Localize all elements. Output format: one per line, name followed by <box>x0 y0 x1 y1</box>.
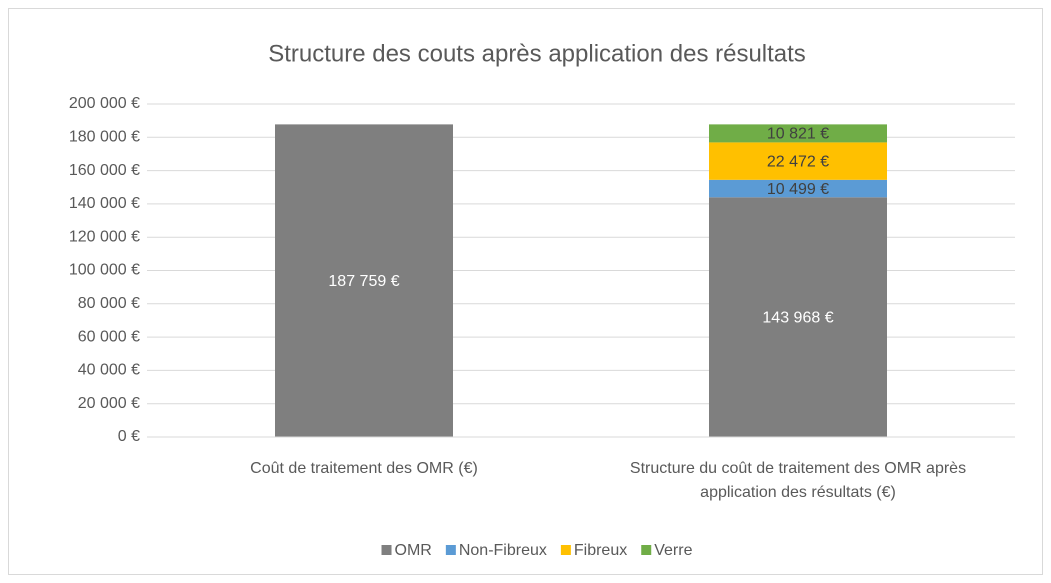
bar-segment <box>709 142 887 180</box>
x-tick-label: Coût de traitement des OMR (€) <box>250 460 478 477</box>
legend-swatch <box>381 545 392 555</box>
data-label: 22 472 € <box>767 153 829 170</box>
data-label: 10 499 € <box>767 181 829 198</box>
bar-segment <box>709 124 887 143</box>
y-tick-label: 60 000 € <box>78 328 140 345</box>
legend: OMR Non-Fibreux Fibreux Verre <box>381 542 693 559</box>
y-tick-label: 40 000 € <box>78 362 140 379</box>
y-tick-label: 20 000 € <box>78 395 140 412</box>
y-tick-label: 100 000 € <box>69 262 140 279</box>
bar-segment <box>275 124 453 438</box>
x-tick-label: Structure du coût de traitement des OMR … <box>630 460 966 501</box>
y-tick-label: 80 000 € <box>78 295 140 312</box>
chart-title: Structure des couts après application de… <box>268 40 806 67</box>
legend-label: OMR <box>395 542 432 559</box>
data-label: 143 968 € <box>762 309 833 326</box>
legend-swatch <box>641 545 652 555</box>
data-label: 10 821 € <box>767 126 829 143</box>
y-tick-label: 140 000 € <box>69 195 140 212</box>
legend-label: Verre <box>654 542 692 559</box>
legend-label: Fibreux <box>574 542 627 559</box>
bar-segment <box>709 197 887 437</box>
y-tick-label: 0 € <box>118 428 140 445</box>
data-label: 187 759 € <box>328 273 399 290</box>
x-tick-label-line: application des résultats (€) <box>700 484 896 501</box>
y-tick-label: 200 000 € <box>69 95 140 112</box>
y-tick-label: 160 000 € <box>69 162 140 179</box>
legend-label: Non-Fibreux <box>459 542 547 559</box>
legend-swatch <box>560 545 571 555</box>
y-tick-label: 180 000 € <box>69 129 140 146</box>
y-tick-label: 120 000 € <box>69 228 140 245</box>
x-tick-label-line: Structure du coût de traitement des OMR … <box>630 460 966 477</box>
bar-segment <box>709 179 887 198</box>
legend-swatch <box>445 545 456 555</box>
